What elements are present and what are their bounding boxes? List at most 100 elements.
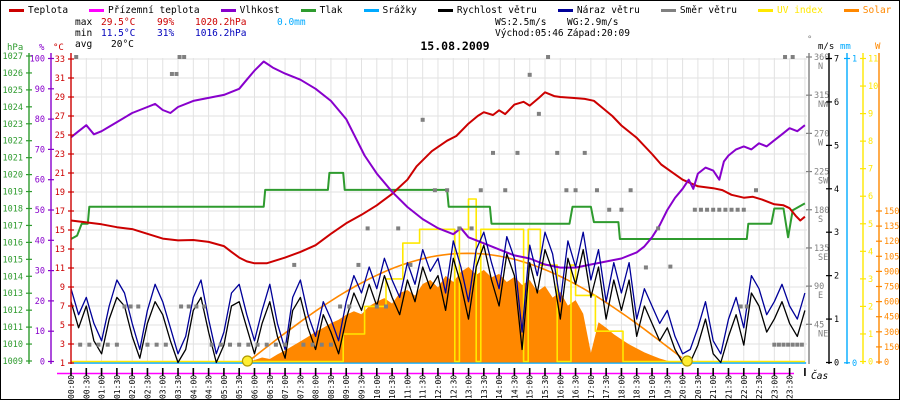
- hpa-tick-label: 1025: [3, 86, 23, 96]
- stats-avg-row: avg 20°C: [75, 39, 306, 50]
- wind-direction-point: [564, 188, 569, 193]
- legend: Teplota Přízemní teplota Vlhkost Tlak Srážky…: [9, 5, 897, 16]
- uv-tick-label: 6: [868, 192, 873, 202]
- temp-tick-label: 15: [55, 226, 65, 236]
- w-tick-label: 900: [884, 267, 899, 277]
- deg-tick-label: 90: [814, 282, 824, 292]
- hpa-tick-label: 1013: [3, 289, 23, 299]
- wind-direction-point: [228, 342, 233, 347]
- wind-direction-point: [790, 55, 795, 59]
- temp-tick-label: 13: [55, 245, 65, 255]
- wind-direction-point: [744, 304, 749, 309]
- time-tick-label: 19:00: [648, 375, 657, 399]
- temperature-series: [70, 91, 806, 265]
- wind-direction-point: [96, 342, 101, 347]
- wind-direction-point: [799, 342, 804, 347]
- time-tick-label: 20:00: [679, 375, 688, 399]
- legend-swatch: [220, 9, 236, 12]
- wind-direction-point: [795, 342, 800, 347]
- stats-max-row: max 29.5°C 99% 1020.2hPa 0.0mm: [75, 17, 306, 28]
- wind-direction-point: [163, 342, 168, 347]
- time-tick-label: 07:00: [281, 375, 290, 399]
- wind-direction-point: [114, 342, 119, 347]
- wind-direction-point: [174, 71, 179, 76]
- time-tick-label: 21:30: [724, 375, 733, 399]
- time-tick-label: 23:00: [770, 375, 779, 399]
- wind-direction-point: [328, 342, 333, 347]
- uv-tick-label: 5: [868, 220, 873, 230]
- wind-direction-point: [536, 111, 541, 116]
- uv-tick-label: 0: [868, 358, 873, 368]
- time-tick-label: 12:00: [434, 375, 443, 399]
- wind-direction-point: [753, 188, 758, 193]
- wind-direction-point: [202, 304, 207, 309]
- hpa-tick-label: 1022: [3, 137, 23, 147]
- legend-item-7: Náraz větru: [557, 5, 640, 16]
- legend-label: Vlhkost: [239, 5, 280, 16]
- legend-item-3: Vlhkost: [220, 5, 280, 16]
- wind-direction-point: [445, 188, 450, 193]
- degree-axis-title: °: [807, 35, 812, 45]
- time-tick-label: 11:30: [419, 375, 428, 399]
- hpa-tick-label: 1010: [3, 340, 23, 350]
- wind-direction-point: [301, 342, 306, 347]
- mm-tick-label: 0: [852, 359, 857, 369]
- time-tick-label: 10:00: [373, 375, 382, 399]
- wind-direction-point: [310, 342, 315, 347]
- wind-direction-point: [194, 304, 199, 309]
- time-tick-label: 02:00: [128, 375, 137, 399]
- wind-direction-point: [78, 342, 83, 347]
- ms-tick-label: 0: [834, 359, 839, 369]
- time-tick-label: 16:30: [572, 375, 581, 399]
- sunrise-time: Východ:05:46: [495, 28, 564, 39]
- wind-direction-point: [741, 207, 746, 212]
- temp-tick-label: 25: [55, 131, 65, 141]
- time-tick-label: 14:00: [495, 375, 504, 399]
- wind-direction-point: [776, 342, 781, 347]
- temp-tick-label: 21: [55, 169, 65, 179]
- wind-direction-point: [246, 342, 251, 347]
- w-tick-label: 1500: [884, 207, 900, 217]
- deg-tick-label: 135: [814, 244, 829, 254]
- w-tick-label: 600: [884, 298, 899, 308]
- legend-swatch: [843, 9, 859, 12]
- uv-tick-label: 2: [868, 302, 873, 312]
- time-tick-label: 09:00: [342, 375, 351, 399]
- solar-series: [246, 266, 683, 363]
- deg-dir-label: S: [818, 215, 823, 225]
- time-tick-label: 16:00: [556, 375, 565, 399]
- hum-tick-label: 70: [35, 145, 45, 155]
- wind-direction-point: [264, 342, 269, 347]
- uv-tick-label: 7: [868, 165, 873, 175]
- temp-tick-label: 5: [60, 321, 65, 331]
- max-humidity: 99%: [157, 17, 175, 28]
- wind-direction-point: [711, 207, 716, 212]
- wind-direction-point: [122, 304, 127, 309]
- min-pressure: 1016.2hPa: [195, 28, 247, 39]
- time-tick-label: 10:30: [388, 375, 397, 399]
- wind-direction-point: [177, 55, 182, 59]
- w-tick-label: 450: [884, 313, 899, 323]
- pressure-series: [70, 171, 806, 240]
- hum-tick-label: 80: [35, 115, 45, 125]
- max-label: max: [75, 17, 93, 28]
- legend-swatch: [300, 9, 316, 12]
- wind-direction-point: [356, 262, 361, 267]
- time-tick-label: 22:30: [755, 375, 764, 399]
- ms-tick-label: 5: [834, 141, 839, 151]
- time-tick-label: 13:30: [480, 375, 489, 399]
- wind-direction-point: [772, 342, 777, 347]
- wind-direction-point: [546, 55, 551, 59]
- deg-dir-label: NE: [818, 329, 828, 339]
- temp-tick-label: 11: [55, 264, 65, 274]
- ms-tick-label: 2: [834, 272, 839, 282]
- uv-tick-label: 3: [868, 275, 873, 285]
- time-tick-label: 18:30: [633, 375, 642, 399]
- wind-direction-point: [573, 188, 578, 193]
- hpa-tick-label: 1014: [3, 272, 23, 282]
- temp-tick-label: 27: [55, 112, 65, 122]
- wind-direction-point: [607, 207, 612, 212]
- legend-item-2: Přízemní teplota: [89, 5, 200, 16]
- deg-tick-label: 180: [814, 206, 829, 216]
